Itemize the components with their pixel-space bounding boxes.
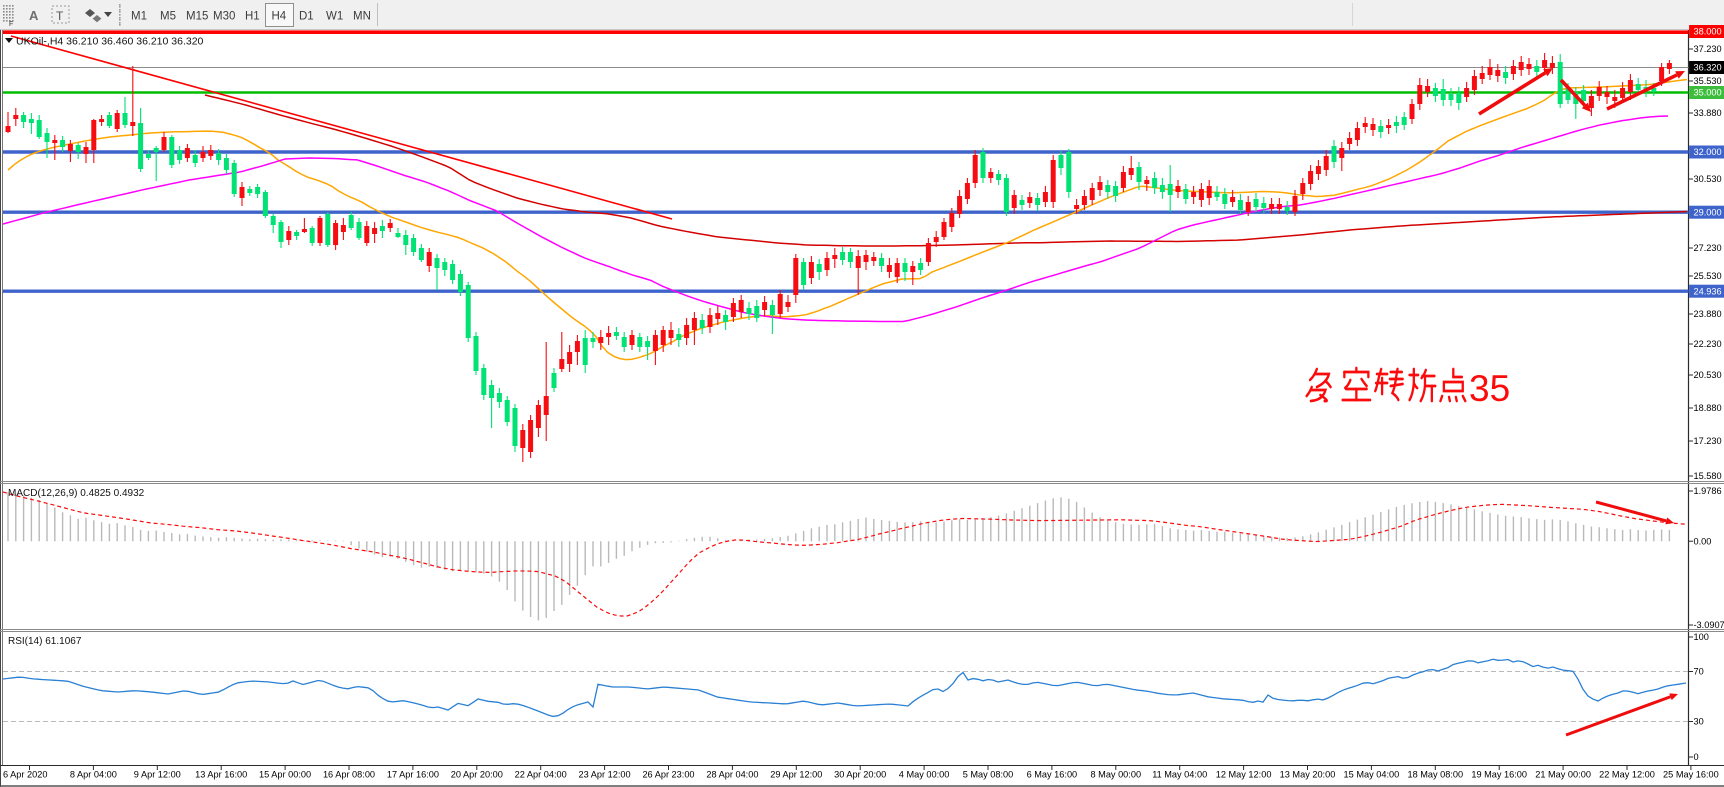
svg-text:MACD(12,26,9) 0.4825 0.4932: MACD(12,26,9) 0.4825 0.4932 [8, 488, 145, 499]
svg-text:13 May 20:00: 13 May 20:00 [1280, 770, 1336, 780]
svg-text:8 Apr 04:00: 8 Apr 04:00 [70, 770, 117, 780]
svg-text:H1: H1 [245, 11, 260, 23]
svg-text:D1: D1 [299, 11, 314, 23]
svg-text:100: 100 [1694, 632, 1709, 642]
svg-text:0: 0 [1694, 752, 1699, 762]
svg-text:9 Apr 12:00: 9 Apr 12:00 [134, 770, 181, 780]
svg-text:UKOil-,H4 36.210 36.460 36.21: UKOil-,H4 36.210 36.460 36.210 36.320 [16, 36, 204, 48]
svg-text:0.00: 0.00 [1694, 536, 1712, 546]
svg-text:T: T [56, 9, 64, 23]
svg-text:20.530: 20.530 [1694, 370, 1722, 380]
svg-text:35: 35 [1469, 368, 1510, 409]
svg-text:22 Apr 04:00: 22 Apr 04:00 [515, 770, 567, 780]
svg-text:35.530: 35.530 [1694, 76, 1722, 86]
svg-text:17.230: 17.230 [1694, 436, 1722, 446]
svg-text:22.230: 22.230 [1694, 339, 1722, 349]
svg-text:18 May 08:00: 18 May 08:00 [1407, 770, 1463, 780]
svg-text:30.530: 30.530 [1694, 174, 1722, 184]
svg-text:5 May 08:00: 5 May 08:00 [963, 770, 1014, 780]
svg-text:25 May 16:00: 25 May 16:00 [1663, 770, 1719, 780]
svg-text:35.000: 35.000 [1694, 88, 1722, 98]
svg-text:38.000: 38.000 [1694, 27, 1722, 37]
svg-text:29.000: 29.000 [1694, 207, 1722, 217]
svg-text:37.230: 37.230 [1694, 44, 1722, 54]
svg-text:8 May 00:00: 8 May 00:00 [1091, 770, 1142, 780]
svg-text:29 Apr 12:00: 29 Apr 12:00 [770, 770, 822, 780]
svg-text:70: 70 [1694, 667, 1704, 677]
svg-text:25.530: 25.530 [1694, 271, 1722, 281]
svg-text:M15: M15 [186, 11, 208, 23]
svg-text:4 May 00:00: 4 May 00:00 [899, 770, 950, 780]
svg-text:24.936: 24.936 [1694, 286, 1722, 296]
svg-text:RSI(14) 61.1067: RSI(14) 61.1067 [8, 636, 82, 647]
svg-text:33.880: 33.880 [1694, 108, 1722, 118]
svg-text:M5: M5 [160, 11, 176, 23]
svg-text:6 May 16:00: 6 May 16:00 [1027, 770, 1078, 780]
svg-text:15.580: 15.580 [1694, 471, 1722, 481]
svg-text:30: 30 [1694, 717, 1704, 727]
svg-text:30 Apr 20:00: 30 Apr 20:00 [834, 770, 886, 780]
svg-text:23.880: 23.880 [1694, 309, 1722, 319]
svg-text:23 Apr 12:00: 23 Apr 12:00 [579, 770, 631, 780]
svg-text:M30: M30 [213, 11, 235, 23]
svg-text:11 May 04:00: 11 May 04:00 [1152, 770, 1207, 780]
svg-text:H4: H4 [272, 11, 287, 23]
svg-text:17 Apr 16:00: 17 Apr 16:00 [387, 770, 439, 780]
svg-text:-3.0907: -3.0907 [1694, 620, 1724, 630]
svg-text:16 Apr 08:00: 16 Apr 08:00 [323, 770, 375, 780]
svg-text:15 May 04:00: 15 May 04:00 [1344, 770, 1400, 780]
svg-text:13 Apr 16:00: 13 Apr 16:00 [195, 770, 247, 780]
svg-text:MN: MN [353, 11, 371, 23]
svg-text:26 Apr 23:00: 26 Apr 23:00 [642, 770, 694, 780]
svg-text:15 Apr 00:00: 15 Apr 00:00 [259, 770, 311, 780]
svg-text:1.9786: 1.9786 [1694, 486, 1722, 496]
svg-text:12 May 12:00: 12 May 12:00 [1216, 770, 1272, 780]
svg-text:22 May 12:00: 22 May 12:00 [1599, 770, 1655, 780]
svg-text:19 May 16:00: 19 May 16:00 [1471, 770, 1527, 780]
svg-text:A: A [29, 8, 39, 23]
svg-text:18.880: 18.880 [1694, 403, 1722, 413]
svg-text:28 Apr 04:00: 28 Apr 04:00 [706, 770, 758, 780]
svg-text:W1: W1 [326, 11, 343, 23]
svg-text:27.230: 27.230 [1694, 243, 1722, 253]
svg-text:6 Apr 2020: 6 Apr 2020 [3, 770, 47, 780]
svg-text:F: F [9, 21, 13, 28]
svg-text:21 May 00:00: 21 May 00:00 [1535, 770, 1591, 780]
svg-text:20 Apr 20:00: 20 Apr 20:00 [451, 770, 503, 780]
svg-text:M1: M1 [131, 11, 147, 23]
svg-text:32.000: 32.000 [1694, 147, 1722, 157]
svg-text:36.320: 36.320 [1694, 63, 1722, 73]
